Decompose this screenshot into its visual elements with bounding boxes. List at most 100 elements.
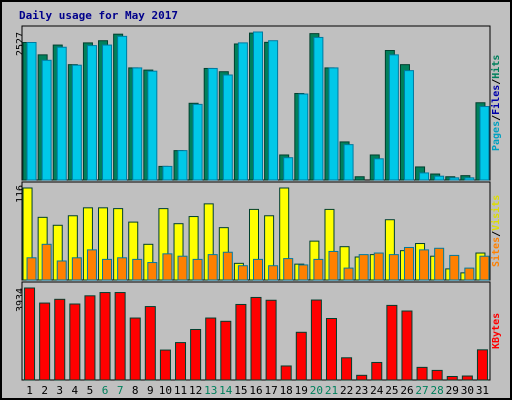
hits-bar-day-23 bbox=[354, 176, 365, 181]
pages-bar-day-21 bbox=[328, 67, 339, 181]
pages-bar-day-30 bbox=[464, 177, 475, 181]
x-label-day-16: 16 bbox=[249, 384, 262, 397]
kbytes-bar-day-1 bbox=[24, 287, 36, 381]
sites-bar-day-21 bbox=[328, 250, 339, 281]
x-label-day-24: 24 bbox=[370, 384, 384, 397]
kbytes-bar-day-23 bbox=[356, 374, 368, 381]
sites-bar-day-16 bbox=[253, 258, 263, 281]
sites-bar-day-12 bbox=[192, 258, 203, 281]
sites-bar-day-13 bbox=[207, 254, 218, 281]
x-label-day-8: 8 bbox=[132, 384, 139, 397]
sites-bar-day-1 bbox=[26, 257, 37, 281]
sites-bar-day-7 bbox=[117, 257, 128, 281]
x-label-day-17: 17 bbox=[264, 384, 277, 397]
x-label-day-14: 14 bbox=[219, 384, 233, 397]
pages-bar-day-6 bbox=[102, 44, 113, 181]
pages-bar-day-28 bbox=[434, 175, 445, 181]
pages-bar-day-16 bbox=[253, 31, 263, 181]
kbytes-bar-day-4 bbox=[69, 303, 81, 381]
kbytes-bar-day-11 bbox=[175, 342, 187, 381]
kbytes-bar-day-21 bbox=[325, 318, 337, 381]
x-label-day-6: 6 bbox=[102, 384, 109, 397]
x-label-day-10: 10 bbox=[159, 384, 172, 397]
sites-bar-day-10 bbox=[162, 253, 173, 281]
pages-bar-day-29 bbox=[449, 177, 460, 181]
x-label-day-2: 2 bbox=[41, 384, 48, 397]
sites-bar-day-6 bbox=[102, 258, 113, 281]
x-label-day-4: 4 bbox=[72, 384, 79, 397]
pages-bar-day-4 bbox=[71, 64, 82, 181]
pages-bar-day-12 bbox=[192, 103, 203, 181]
pages-bar-day-10 bbox=[162, 165, 173, 181]
sites-bar-day-9 bbox=[147, 262, 158, 281]
kbytes-bar-day-19 bbox=[295, 331, 307, 381]
kbytes-bar-day-18 bbox=[280, 365, 292, 381]
pages-bar-day-20 bbox=[313, 36, 324, 181]
kbytes-bar-day-2 bbox=[39, 302, 51, 381]
kbytes-bar-day-3 bbox=[54, 298, 66, 381]
pages-bar-day-3 bbox=[56, 46, 67, 181]
pages-bar-day-14 bbox=[222, 74, 233, 181]
x-label-day-3: 3 bbox=[56, 384, 63, 397]
x-label-day-13: 13 bbox=[204, 384, 217, 397]
sites-bar-day-22 bbox=[343, 267, 354, 281]
sites-bar-day-26 bbox=[403, 246, 414, 281]
sites-bar-day-15 bbox=[237, 265, 248, 281]
sites-bar-day-2 bbox=[41, 243, 52, 281]
kbytes-bar-day-20 bbox=[310, 299, 322, 381]
sites-bar-day-30 bbox=[464, 267, 475, 281]
pages-bar-day-15 bbox=[237, 42, 248, 181]
pages-bar-day-7 bbox=[117, 35, 128, 181]
pages-bar-day-27 bbox=[419, 172, 430, 181]
sites-bar-day-29 bbox=[449, 254, 460, 281]
x-label-day-25: 25 bbox=[385, 384, 398, 397]
pages-bar-day-5 bbox=[86, 45, 97, 181]
sites-bar-day-31 bbox=[479, 255, 490, 281]
kbytes-bar-day-22 bbox=[341, 357, 353, 381]
kbytes-bar-day-13 bbox=[205, 317, 217, 381]
sites-bar-day-20 bbox=[313, 258, 324, 281]
chart-title: Daily usage for May 2017 bbox=[19, 9, 178, 22]
pages-bar-day-13 bbox=[207, 67, 218, 181]
pages-bar-day-19 bbox=[298, 93, 309, 181]
sites-bar-day-4 bbox=[71, 257, 82, 281]
x-label-day-22: 22 bbox=[340, 384, 353, 397]
sites-bar-day-24 bbox=[373, 252, 384, 281]
sites-bar-day-27 bbox=[419, 249, 430, 281]
kbytes-bar-day-16 bbox=[250, 296, 262, 381]
kbytes-bar-day-10 bbox=[159, 349, 171, 381]
pages-bar-day-8 bbox=[132, 67, 143, 181]
x-label-day-21: 21 bbox=[325, 384, 338, 397]
x-label-day-18: 18 bbox=[280, 384, 293, 397]
sites-bar-day-28 bbox=[434, 247, 445, 281]
kbytes-bar-day-14 bbox=[220, 320, 232, 381]
kbytes-bar-day-8 bbox=[129, 317, 141, 381]
kbytes-bar-day-25 bbox=[386, 304, 398, 381]
x-label-day-23: 23 bbox=[355, 384, 368, 397]
pages-bar-day-17 bbox=[268, 40, 279, 181]
x-label-day-1: 1 bbox=[26, 384, 33, 397]
sites-bar-day-23 bbox=[358, 254, 369, 281]
kbytes-bar-day-17 bbox=[265, 299, 277, 381]
x-label-day-15: 15 bbox=[234, 384, 247, 397]
x-label-day-29: 29 bbox=[446, 384, 459, 397]
x-label-day-19: 19 bbox=[295, 384, 308, 397]
x-label-day-20: 20 bbox=[310, 384, 323, 397]
pages-bar-day-18 bbox=[283, 157, 294, 181]
x-label-day-11: 11 bbox=[174, 384, 187, 397]
kbytes-bar-day-24 bbox=[371, 361, 383, 381]
x-label-day-7: 7 bbox=[117, 384, 124, 397]
kbytes-bar-day-12 bbox=[190, 328, 202, 381]
sites-bar-day-5 bbox=[86, 249, 97, 281]
sites-bar-day-17 bbox=[268, 265, 279, 281]
pages-bar-day-2 bbox=[41, 59, 52, 181]
kbytes-bar-day-27 bbox=[416, 366, 428, 381]
sites-bar-day-19 bbox=[298, 264, 309, 281]
pages-bar-day-24 bbox=[373, 158, 384, 181]
kbytes-bar-day-15 bbox=[235, 303, 247, 381]
kbytes-bar-day-31 bbox=[476, 349, 488, 381]
kbytes-bar-day-26 bbox=[401, 310, 413, 381]
sites-bar-day-11 bbox=[177, 255, 188, 281]
sites-bar-day-14 bbox=[222, 251, 233, 281]
